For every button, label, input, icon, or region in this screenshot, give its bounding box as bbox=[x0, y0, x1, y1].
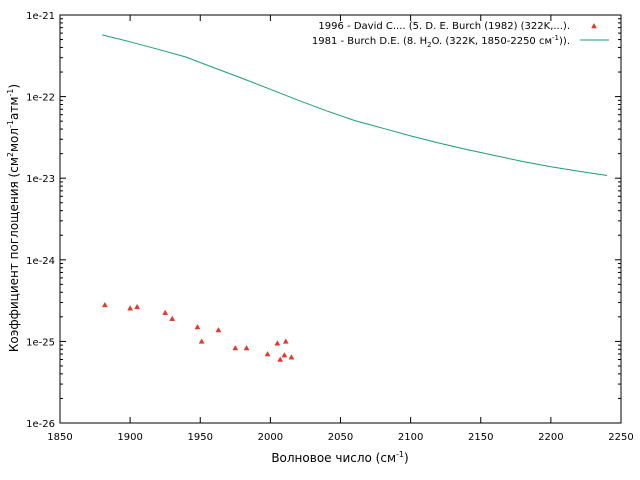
data-point bbox=[215, 326, 222, 333]
x-tick-label: 1900 bbox=[117, 432, 142, 443]
x-tick-label: 2100 bbox=[398, 432, 423, 443]
x-axis-ticks: 1850 1900 1950 2000 2050 2100 2150 2200 2250 bbox=[47, 15, 634, 443]
data-point bbox=[162, 309, 169, 315]
y-tick-label: 1e-21 bbox=[26, 11, 55, 22]
legend-label-points: 1996 - David C.... (5. D. E. Burch (1982… bbox=[318, 21, 570, 32]
x-tick-label: 2250 bbox=[608, 432, 633, 443]
data-point bbox=[169, 315, 176, 321]
series-layer bbox=[101, 34, 608, 362]
x-tick-label: 2000 bbox=[258, 432, 283, 443]
data-point bbox=[282, 338, 289, 344]
data-point bbox=[134, 303, 141, 310]
legend-label-line: 1981 - Burch D.E. (8. H2O. (322K, 1850-2… bbox=[312, 34, 570, 49]
data-point bbox=[274, 340, 281, 346]
data-point bbox=[194, 324, 201, 330]
x-tick-label: 2150 bbox=[468, 432, 493, 443]
series-line bbox=[101, 34, 608, 176]
y-tick-label: 1e-23 bbox=[26, 174, 55, 185]
y-axis-title: Коэффициент поглощения (см2мол-1атм-1) bbox=[6, 84, 21, 352]
data-point bbox=[101, 301, 108, 308]
data-point bbox=[232, 344, 239, 351]
y-axis-ticks: 1e-21 1e-22 1e-23 1e-24 1e-25 1e-26 bbox=[26, 11, 621, 430]
x-tick-label: 2200 bbox=[538, 432, 563, 443]
data-point bbox=[288, 354, 295, 360]
y-tick-label: 1e-24 bbox=[26, 256, 55, 267]
legend-swatch-points bbox=[591, 22, 597, 29]
data-point bbox=[243, 344, 250, 351]
data-point bbox=[277, 356, 284, 362]
x-axis-title: Волновое число (см-1) bbox=[271, 450, 408, 465]
legend-swatches bbox=[580, 22, 609, 41]
data-point bbox=[264, 351, 271, 357]
data-point bbox=[127, 305, 134, 311]
data-point bbox=[281, 352, 288, 358]
x-tick-label: 1950 bbox=[188, 432, 213, 443]
legend: 1996 - David C.... (5. D. E. Burch (1982… bbox=[312, 21, 609, 49]
y-tick-label: 1e-25 bbox=[26, 337, 55, 348]
y-tick-label: 1e-22 bbox=[26, 93, 55, 104]
y-tick-label: 1e-26 bbox=[26, 419, 55, 430]
x-tick-label: 2050 bbox=[328, 432, 353, 443]
data-point bbox=[198, 338, 205, 344]
x-tick-label: 1850 bbox=[47, 432, 72, 443]
